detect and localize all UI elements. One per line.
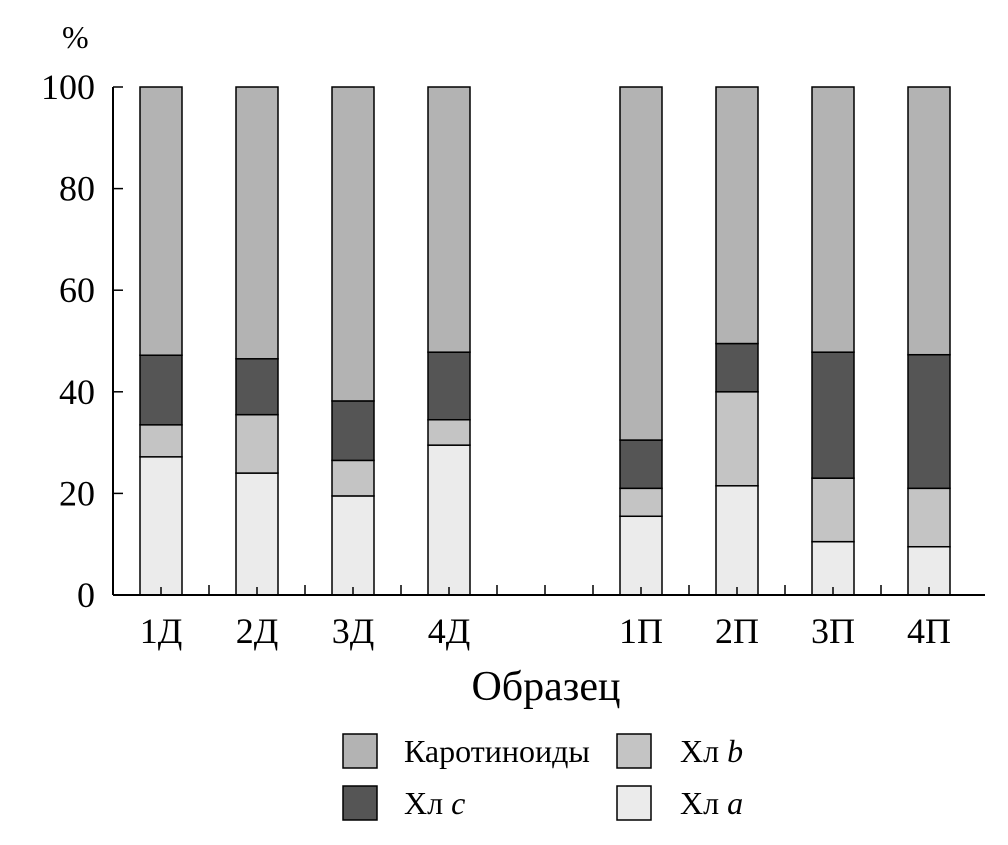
legend-label: Хл c	[404, 785, 465, 821]
bar-segment-1Д-s2	[139, 354, 183, 426]
x-tick-label: 3Д	[332, 611, 375, 651]
y-unit-label: %	[62, 19, 89, 55]
bar-segment-4Д-s3	[427, 86, 471, 353]
y-tick-label: 80	[59, 169, 95, 209]
y-tick-label: 40	[59, 372, 95, 412]
legend-label-subscript: b	[727, 733, 743, 769]
y-tick-label: 0	[77, 575, 95, 615]
x-tick-label: 1Д	[140, 611, 183, 651]
axes-layer: 1Д 2Д 3Д 4Д 1П 2П 3П 4П 0 20 40 60 80 100	[41, 67, 985, 651]
legend-label-space	[719, 733, 727, 769]
bar-segment-1Д-s0	[139, 456, 183, 596]
legend-swatch	[342, 785, 378, 821]
bar-segment-3П-s0	[811, 540, 855, 596]
legend-label: Хл b	[680, 733, 743, 769]
legend-label-text: Хл	[680, 733, 719, 769]
bar-segment-3Д-s2	[331, 400, 375, 462]
bar-segment-3Д-s3	[331, 86, 375, 402]
legend-label-subscript: a	[727, 785, 743, 821]
legend-label-space	[443, 785, 451, 821]
y-tick-label: 60	[59, 270, 95, 310]
legend-label-text: Каротиноиды	[404, 733, 590, 769]
bar-segment-2П-s0	[715, 485, 759, 596]
x-tick-label: 4Д	[428, 611, 471, 651]
bar-segment-4П-s0	[907, 545, 951, 596]
bar-segment-4Д-s2	[427, 351, 471, 421]
bars-layer	[139, 86, 951, 596]
bar-segment-1П-s2	[619, 439, 663, 490]
bar-segment-3П-s3	[811, 86, 855, 353]
bar-segment-2П-s1	[715, 391, 759, 487]
legend-swatch	[616, 733, 652, 769]
bar-segment-3Д-s0	[331, 495, 375, 596]
bar-segment-4П-s1	[907, 487, 951, 548]
bar-segment-1П-s1	[619, 487, 663, 518]
x-tick-label: 2Д	[236, 611, 279, 651]
bar-segment-2Д-s1	[235, 413, 279, 474]
legend-label-text: Хл	[404, 785, 443, 821]
bar-segment-2Д-s2	[235, 358, 279, 416]
bar-segment-2П-s2	[715, 342, 759, 393]
y-tick-label: 20	[59, 473, 95, 513]
bar-segment-3П-s2	[811, 351, 855, 479]
x-tick-label: 4П	[907, 611, 951, 651]
legend: Каротиноиды Хл bХл c Хл a	[342, 733, 743, 821]
legend-label-text: Хл	[680, 785, 719, 821]
bar-segment-2Д-s3	[235, 86, 279, 360]
bar-segment-3П-s1	[811, 477, 855, 543]
bar-segment-4Д-s0	[427, 444, 471, 596]
x-axis-title: Образец	[471, 664, 620, 710]
bar-segment-4П-s3	[907, 86, 951, 356]
bar-segment-3Д-s1	[331, 459, 375, 497]
bar-segment-1П-s3	[619, 86, 663, 441]
x-tick-label: 1П	[619, 611, 663, 651]
x-tick-label: 2П	[715, 611, 759, 651]
y-tick-label: 100	[41, 67, 95, 107]
legend-swatch	[342, 733, 378, 769]
legend-label: Хл a	[680, 785, 743, 821]
bar-segment-4П-s2	[907, 353, 951, 490]
bar-segment-1Д-s1	[139, 424, 183, 458]
bar-segment-4Д-s1	[427, 418, 471, 446]
bar-segment-2Д-s0	[235, 472, 279, 596]
legend-swatch	[616, 785, 652, 821]
legend-label-space	[719, 785, 727, 821]
x-tick-label: 3П	[811, 611, 855, 651]
legend-label-subscript: c	[451, 785, 465, 821]
legend-label: Каротиноиды	[404, 733, 590, 769]
bar-segment-2П-s3	[715, 86, 759, 345]
bar-segment-1Д-s3	[139, 86, 183, 356]
bar-segment-1П-s0	[619, 515, 663, 596]
